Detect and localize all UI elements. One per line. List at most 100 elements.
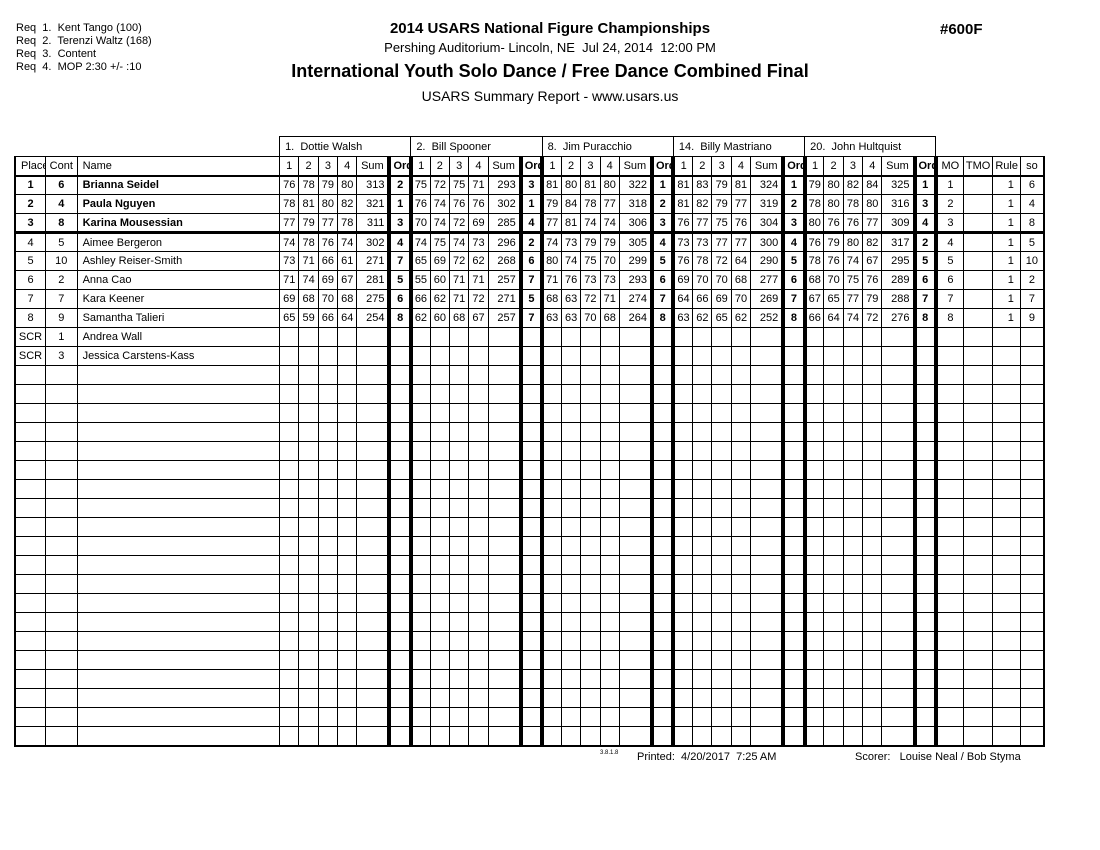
- empty-cell: [560, 707, 582, 727]
- empty-cell: [560, 574, 582, 594]
- empty-cell: [317, 555, 339, 575]
- cell-sum: 281: [356, 270, 390, 290]
- cell-score: [580, 346, 601, 366]
- empty-cell: [14, 403, 47, 423]
- empty-cell: [468, 707, 489, 727]
- empty-cell: [842, 574, 864, 594]
- empty-cell: [337, 403, 358, 423]
- requirement-line: Req 2. Terenzi Waltz (168): [16, 35, 152, 47]
- empty-cell: [560, 536, 582, 556]
- empty-cell: [356, 498, 390, 518]
- cell-ord: [649, 346, 676, 366]
- empty-cell: [730, 441, 752, 461]
- empty-cell: [599, 403, 620, 423]
- cell-mo: [935, 346, 964, 366]
- empty-cell: [862, 498, 883, 518]
- empty-cell: [862, 403, 883, 423]
- cell-rule: 1: [992, 270, 1021, 290]
- cell-score: 81: [672, 175, 694, 195]
- cell-ord: [912, 327, 938, 347]
- cell-ord: [781, 346, 807, 366]
- empty-cell: [881, 422, 915, 442]
- empty-cell: [448, 365, 470, 385]
- cell-score: 74: [429, 213, 450, 234]
- cell-score: 59: [298, 308, 319, 328]
- cell-ord: 7: [518, 308, 545, 328]
- empty-cell: [912, 726, 938, 747]
- cell-score: [730, 346, 752, 366]
- empty-cell: [912, 384, 938, 404]
- empty-cell: [387, 460, 413, 480]
- empty-cell: [14, 365, 47, 385]
- empty-cell: [298, 422, 319, 442]
- empty-cell: [750, 555, 784, 575]
- empty-cell: [448, 498, 470, 518]
- empty-cell: [448, 612, 470, 632]
- cell-ord: 5: [387, 270, 413, 290]
- empty-cell: [298, 384, 319, 404]
- empty-cell: [711, 460, 732, 480]
- cell-ord: 3: [387, 213, 413, 234]
- empty-cell: [387, 403, 413, 423]
- judge-name-header: 1. Dottie Walsh: [279, 136, 412, 157]
- empty-cell: [649, 650, 676, 670]
- empty-cell: [912, 631, 938, 651]
- empty-cell: [672, 593, 694, 613]
- cell-score: 66: [317, 308, 339, 328]
- empty-cell: [279, 384, 300, 404]
- empty-cell: [599, 517, 620, 537]
- empty-cell: [823, 593, 844, 613]
- empty-cell: [580, 460, 601, 480]
- cell-score: 66: [692, 289, 713, 309]
- empty-row: [14, 707, 1045, 727]
- cell-score: [599, 346, 620, 366]
- empty-cell: [881, 669, 915, 689]
- empty-cell: [429, 422, 450, 442]
- empty-row: [14, 669, 1045, 689]
- empty-cell: [279, 460, 300, 480]
- empty-cell: [560, 631, 582, 651]
- cell-so: [1019, 346, 1045, 366]
- empty-cell: [962, 479, 994, 499]
- cell-score: 68: [337, 289, 358, 309]
- cell-ord: 4: [518, 213, 545, 234]
- empty-cell: [518, 555, 545, 575]
- empty-cell: [711, 365, 732, 385]
- cell-tmo: [962, 327, 994, 347]
- empty-cell: [804, 403, 825, 423]
- cell-score: 63: [672, 308, 694, 328]
- empty-cell: [730, 498, 752, 518]
- empty-cell: [298, 631, 319, 651]
- cell-score: 70: [823, 270, 844, 290]
- cell-cont: 10: [45, 251, 78, 271]
- cell-score: 64: [823, 308, 844, 328]
- cell-score: [560, 346, 582, 366]
- empty-cell: [580, 365, 601, 385]
- empty-cell: [599, 593, 620, 613]
- cell-name: Paula Nguyen: [76, 194, 281, 214]
- empty-cell: [541, 536, 562, 556]
- cell-score: [317, 327, 339, 347]
- cell-score: 75: [448, 175, 470, 195]
- empty-cell: [618, 707, 653, 727]
- cell-ord: 7: [912, 289, 938, 309]
- empty-cell: [541, 574, 562, 594]
- empty-cell: [750, 669, 784, 689]
- cell-ord: [518, 327, 545, 347]
- cell-place: 4: [14, 232, 47, 252]
- empty-cell: [468, 441, 489, 461]
- empty-cell: [560, 365, 582, 385]
- cell-sum: [618, 346, 653, 366]
- cell-score: 72: [448, 213, 470, 234]
- empty-cell: [387, 612, 413, 632]
- empty-cell: [45, 460, 78, 480]
- col-header-score: 1: [672, 156, 694, 177]
- cell-score: 73: [599, 270, 620, 290]
- empty-cell: [410, 403, 431, 423]
- empty-row: [14, 612, 1045, 632]
- empty-cell: [560, 403, 582, 423]
- empty-cell: [580, 479, 601, 499]
- empty-cell: [842, 650, 864, 670]
- empty-cell: [649, 574, 676, 594]
- cell-score: 76: [448, 194, 470, 214]
